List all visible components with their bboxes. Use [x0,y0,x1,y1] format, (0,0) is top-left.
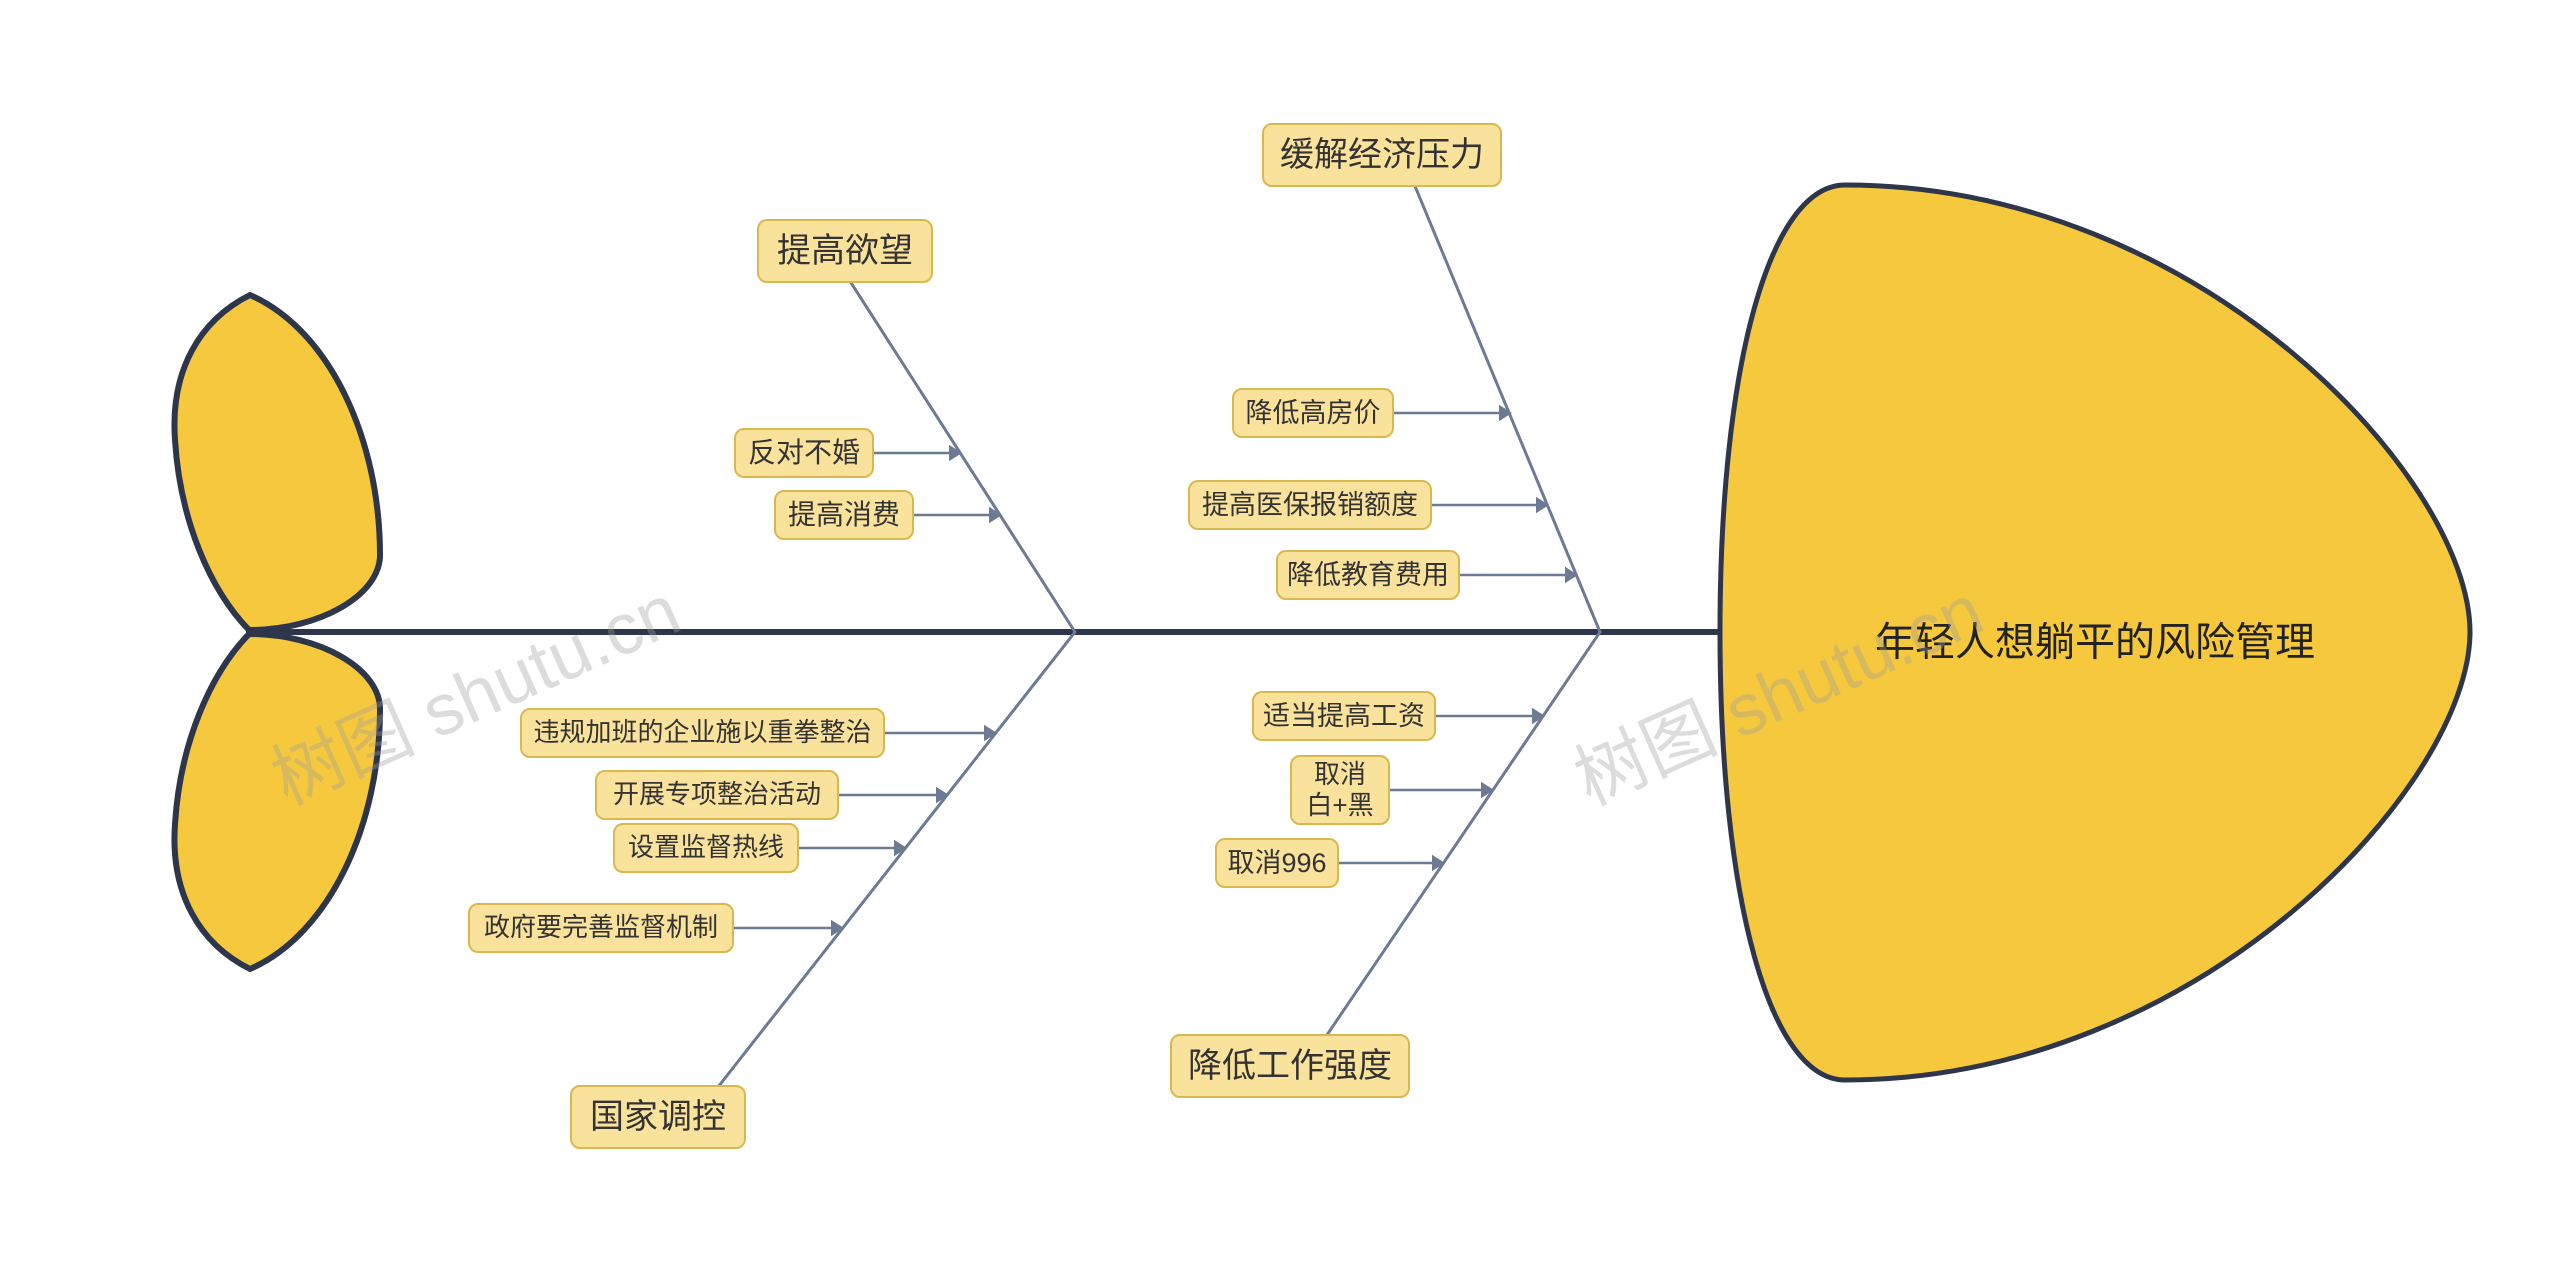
node-n-edu[interactable]: 降低教育费用 [1276,550,1460,600]
node-n-marriage[interactable]: 反对不婚 [734,428,874,478]
node-n-housing[interactable]: 降低高房价 [1232,388,1394,438]
node-n-daynight[interactable]: 取消 白+黑 [1290,755,1390,825]
node-n-consume[interactable]: 提高消费 [774,490,914,540]
fish-head-label: 年轻人想躺平的风险管理 [1875,621,2315,665]
node-n-medins[interactable]: 提高医保报销额度 [1188,480,1432,530]
node-n-desire[interactable]: 提高欲望 [757,219,933,283]
node-n-govt[interactable]: 国家调控 [570,1085,746,1149]
node-n-econ[interactable]: 缓解经济压力 [1262,123,1502,187]
fish-tail-bottom [174,634,380,969]
fish-tail-top [174,295,380,630]
node-n-overtime[interactable]: 违规加班的企业施以重拳整治 [520,708,885,758]
arrow-8 [1565,567,1578,584]
node-n-hotline[interactable]: 设置监督热线 [613,823,799,873]
arrow-7 [1536,497,1549,514]
node-n-campaign[interactable]: 开展专项整治活动 [595,770,839,820]
node-n-996[interactable]: 取消996 [1215,838,1339,888]
node-n-work[interactable]: 降低工作强度 [1170,1034,1410,1098]
node-n-mechanism[interactable]: 政府要完善监督机制 [468,903,734,953]
node-n-salary[interactable]: 适当提高工资 [1252,691,1436,741]
